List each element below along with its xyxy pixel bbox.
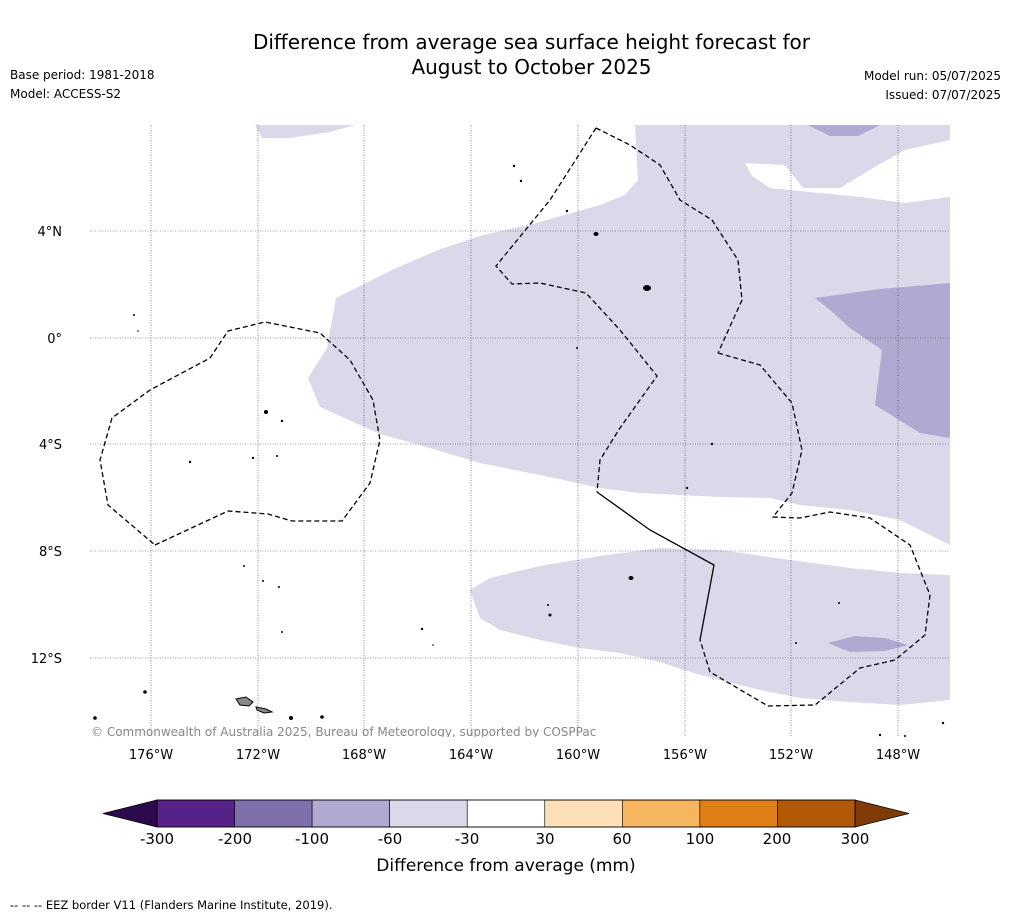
model-run-text: Model run: 05/07/2025 (863, 69, 1001, 83)
anomaly-region-topleft (255, 125, 355, 138)
colorbar-segment (544, 799, 623, 828)
model-text: Model: ACCESS-S2 (10, 87, 122, 101)
anomaly-strong-south (828, 636, 908, 652)
colorbar-tick: 30 (535, 830, 554, 848)
eez-border-kiribati-north (595, 127, 743, 354)
colorbar-segment (699, 799, 778, 828)
eez-border-east (699, 352, 931, 707)
anomaly-strong-east (815, 283, 950, 438)
colorbar-high-extend (854, 799, 910, 828)
anomaly-region-north (308, 125, 950, 545)
title-line-1: Difference from average sea surface heig… (252, 30, 811, 54)
islands (93, 164, 945, 737)
lon-label: 152°W (769, 748, 813, 763)
meta-right: Model run: 05/07/2025 Issued: 07/07/2025 (864, 67, 1001, 105)
lat-label: 4°N (38, 225, 63, 240)
colorbar-segment (156, 799, 235, 828)
colorbar-tick: -100 (295, 830, 329, 848)
copyright-text: © Commonwealth of Australia 2025, Bureau… (91, 725, 596, 739)
lat-gridlines (90, 230, 950, 659)
lon-label: 176°W (129, 748, 173, 763)
colorbar-tick: -30 (455, 830, 480, 848)
lon-label: 156°W (663, 748, 707, 763)
lon-label: 168°W (342, 748, 386, 763)
colorbar-segment (234, 799, 313, 828)
colorbar-tick: -200 (218, 830, 252, 848)
colorbar-segment (777, 799, 856, 828)
colorbar-tick: 60 (612, 830, 631, 848)
meta-left: Base period: 1981-2018 Model: ACCESS-S2 (10, 66, 155, 104)
map-plot-area: © Commonwealth of Australia 2025, Bureau… (90, 125, 950, 739)
colorbar: -300 -200 -100 -60 -30 30 60 100 200 300… (102, 799, 910, 876)
eez-borders (99, 127, 931, 707)
colorbar-tick: 100 (686, 830, 715, 848)
island-samoa-upolu (255, 706, 274, 714)
lat-label: 8°S (39, 545, 62, 560)
lon-label: 148°W (876, 748, 920, 763)
lon-label: 172°W (236, 748, 280, 763)
lon-label: 160°W (556, 748, 600, 763)
lon-label: 164°W (449, 748, 493, 763)
colorbar-segment (466, 799, 546, 828)
colorbar-segments (156, 799, 856, 828)
eez-border-tokelau (99, 321, 381, 546)
lon-labels: 176°W 172°W 168°W 164°W 160°W 156°W 152°… (129, 748, 920, 763)
colorbar-label: Difference from average (mm) (376, 856, 635, 876)
lat-label: 4°S (39, 438, 62, 453)
colorbar-tick-labels: -300 -200 -100 -60 -30 30 60 100 200 300 (140, 830, 869, 848)
colorbar-segment (389, 799, 468, 828)
colorbar-tick: 200 (763, 830, 792, 848)
near-normal-pocket-north (745, 140, 950, 203)
colorbar-low-extend (102, 799, 158, 828)
lat-label: 12°S (31, 652, 62, 667)
issued-text: Issued: 07/07/2025 (885, 88, 1001, 102)
base-period-text: Base period: 1981-2018 (10, 68, 155, 82)
anomaly-region-south (470, 548, 950, 705)
colorbar-tick: 300 (841, 830, 870, 848)
colorbar-segment (311, 799, 390, 828)
island-samoa-savaii (235, 696, 254, 707)
lat-labels: 4°N 0° 4°S 8°S 12°S (31, 225, 62, 667)
lat-label: 0° (47, 332, 62, 347)
maritime-boundary-solid (596, 491, 715, 641)
colorbar-outline (156, 799, 856, 828)
map-title: Difference from average sea surface heig… (0, 30, 1011, 80)
eez-legend: -- -- -- EEZ border V11 (Flanders Marine… (10, 898, 333, 912)
colorbar-tick: -60 (378, 830, 403, 848)
title-line-2: August to October 2025 (411, 55, 652, 79)
colorbar-segment (622, 799, 701, 828)
colorbar-tick: -300 (140, 830, 174, 848)
anomaly-strong-top (808, 125, 880, 136)
lon-gridlines (150, 125, 899, 737)
